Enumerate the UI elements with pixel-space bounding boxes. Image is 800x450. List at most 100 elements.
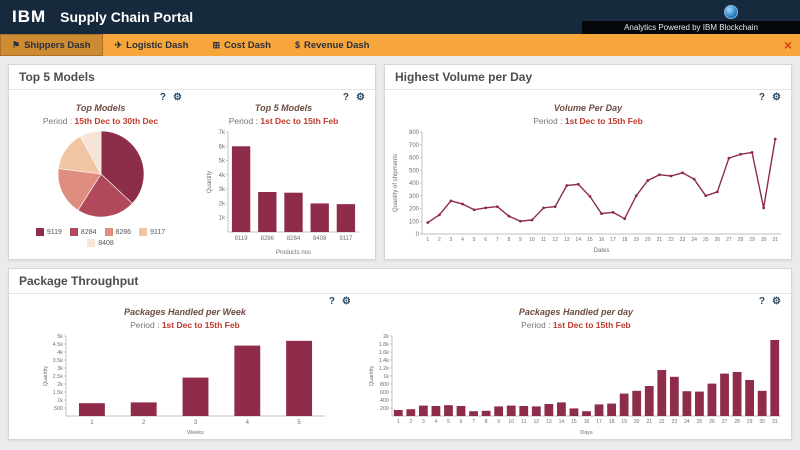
close-icon[interactable]: ×: [783, 37, 792, 53]
legend-item: 8286: [104, 228, 131, 236]
svg-text:200: 200: [409, 207, 420, 213]
gear-icon[interactable]: ⚙: [356, 92, 365, 103]
period-value: 1st Dec to 15th Feb: [161, 320, 240, 330]
svg-text:400: 400: [380, 398, 389, 404]
shippers-icon: ⚑: [12, 39, 21, 50]
svg-text:1.6k: 1.6k: [379, 350, 390, 356]
help-icon[interactable]: ?: [758, 296, 766, 307]
gear-icon[interactable]: ⚙: [341, 296, 351, 307]
tab-label: Cost Dash: [224, 39, 271, 51]
svg-text:21: 21: [657, 237, 663, 243]
svg-text:5: 5: [447, 419, 450, 425]
help-icon[interactable]: ?: [342, 92, 350, 103]
svg-text:7k: 7k: [218, 130, 225, 136]
chart-title: Top Models: [75, 103, 126, 113]
svg-text:3: 3: [422, 419, 425, 425]
svg-text:19: 19: [633, 237, 639, 243]
svg-text:8: 8: [507, 237, 510, 243]
svg-text:10: 10: [508, 419, 514, 425]
period-label: Period :: [533, 116, 563, 126]
svg-text:6k: 6k: [218, 144, 225, 150]
svg-text:19: 19: [621, 419, 627, 425]
cost-icon: ⊞: [212, 39, 220, 50]
svg-text:3k: 3k: [218, 187, 225, 193]
period-value: 1st Dec to 15th Feb: [564, 116, 643, 126]
svg-text:28: 28: [734, 419, 740, 425]
svg-text:3: 3: [194, 420, 198, 426]
svg-text:4: 4: [246, 420, 250, 426]
svg-text:0: 0: [416, 232, 420, 238]
svg-text:25: 25: [697, 419, 703, 425]
svg-text:16: 16: [584, 419, 590, 425]
pie-chart: [26, 128, 176, 225]
svg-text:22: 22: [668, 237, 674, 243]
svg-text:6: 6: [484, 237, 487, 243]
dashboard-tabs: ⚑ Shippers Dash ✈ Logistic Dash ⊞ Cost D…: [0, 34, 800, 56]
svg-text:700: 700: [409, 143, 420, 149]
tab-revenue-dash[interactable]: $ Revenue Dash: [283, 34, 382, 56]
svg-text:18: 18: [609, 419, 615, 425]
svg-text:4: 4: [461, 237, 464, 243]
panel-title: Top 5 Models: [9, 65, 375, 90]
period-label: Period :: [521, 320, 551, 330]
app-header: IBM Supply Chain Portal Analytics Powere…: [0, 0, 800, 34]
svg-text:800: 800: [380, 382, 389, 388]
svg-text:500: 500: [54, 406, 63, 412]
panel-package-throughput: Package Throughput ? ⚙ Packages Handled …: [8, 268, 792, 440]
svg-text:300: 300: [409, 194, 420, 200]
period-label: Period :: [42, 116, 73, 126]
svg-text:Days: Days: [580, 430, 593, 436]
tab-label: Logistic Dash: [126, 39, 189, 51]
chart-card-volume-line: ? ⚙ Volume Per Day Period : 1st Dec to 1…: [385, 90, 791, 259]
svg-text:30: 30: [759, 419, 765, 425]
svg-text:12: 12: [552, 237, 558, 243]
ibm-logo: IBM: [12, 7, 47, 26]
bar-chart: 500 1k 1.5k 2k 2.5k 3k 3.5k 4k 4.5k 5k Quantity Wee…: [40, 332, 330, 441]
svg-text:1.4k: 1.4k: [379, 358, 390, 364]
svg-text:4: 4: [434, 419, 437, 425]
chart-title: Top 5 Models: [254, 103, 313, 113]
chart-title: Packages Handled per day: [518, 307, 633, 317]
dashboard-content: Top 5 Models ? ⚙ Top Models Period : 15t…: [0, 56, 800, 448]
svg-text:1k: 1k: [218, 216, 225, 222]
revenue-icon: $: [294, 40, 300, 50]
tab-logistic-dash[interactable]: ✈ Logistic Dash: [103, 34, 201, 56]
svg-text:5: 5: [473, 237, 476, 243]
tab-label: Revenue Dash: [304, 39, 370, 51]
svg-text:9117: 9117: [339, 236, 353, 242]
svg-text:1.8k: 1.8k: [379, 342, 390, 348]
chart-period: Period : 1st Dec to 15th Feb: [229, 116, 339, 126]
blockchain-icon: [724, 5, 738, 19]
logistic-icon: ✈: [114, 39, 123, 50]
svg-text:100: 100: [409, 219, 420, 225]
svg-text:8286: 8286: [260, 236, 274, 242]
svg-text:20: 20: [634, 419, 640, 425]
bar-chart: 1k 2k 3k 4k 5k 6k 7k Quantity Products nos 9119 82…: [204, 128, 364, 261]
svg-text:27: 27: [726, 237, 732, 243]
legend-item: 9119: [35, 228, 62, 236]
help-icon[interactable]: ?: [758, 92, 766, 103]
svg-text:14: 14: [576, 237, 582, 243]
gear-icon[interactable]: ⚙: [173, 92, 182, 103]
svg-text:1: 1: [90, 420, 94, 426]
svg-text:23: 23: [671, 419, 677, 425]
period-value: 1st Dec to 15th Feb: [260, 116, 339, 126]
svg-text:22: 22: [659, 419, 665, 425]
gear-icon[interactable]: ⚙: [772, 296, 781, 307]
svg-text:31: 31: [772, 419, 778, 425]
svg-text:Weeks: Weeks: [187, 430, 204, 436]
chart-title: Volume Per Day: [553, 103, 623, 113]
help-icon[interactable]: ?: [328, 296, 335, 307]
tab-shippers-dash[interactable]: ⚑ Shippers Dash: [0, 34, 103, 56]
chart-card-top-models-pie: ? ⚙ Top Models Period : 15th Dec to 30th…: [9, 90, 192, 261]
gear-icon[interactable]: ⚙: [772, 92, 781, 103]
svg-text:1.5k: 1.5k: [53, 390, 64, 396]
tab-cost-dash[interactable]: ⊞ Cost Dash: [200, 34, 283, 56]
svg-text:3.5k: 3.5k: [53, 358, 64, 364]
svg-text:13: 13: [564, 237, 570, 243]
chart-period: Period : 15th Dec to 30th Dec: [43, 116, 158, 126]
help-icon[interactable]: ?: [159, 92, 167, 103]
svg-text:13: 13: [546, 419, 552, 425]
svg-text:Quantity: Quantity: [369, 366, 375, 387]
svg-text:4k: 4k: [218, 173, 225, 179]
